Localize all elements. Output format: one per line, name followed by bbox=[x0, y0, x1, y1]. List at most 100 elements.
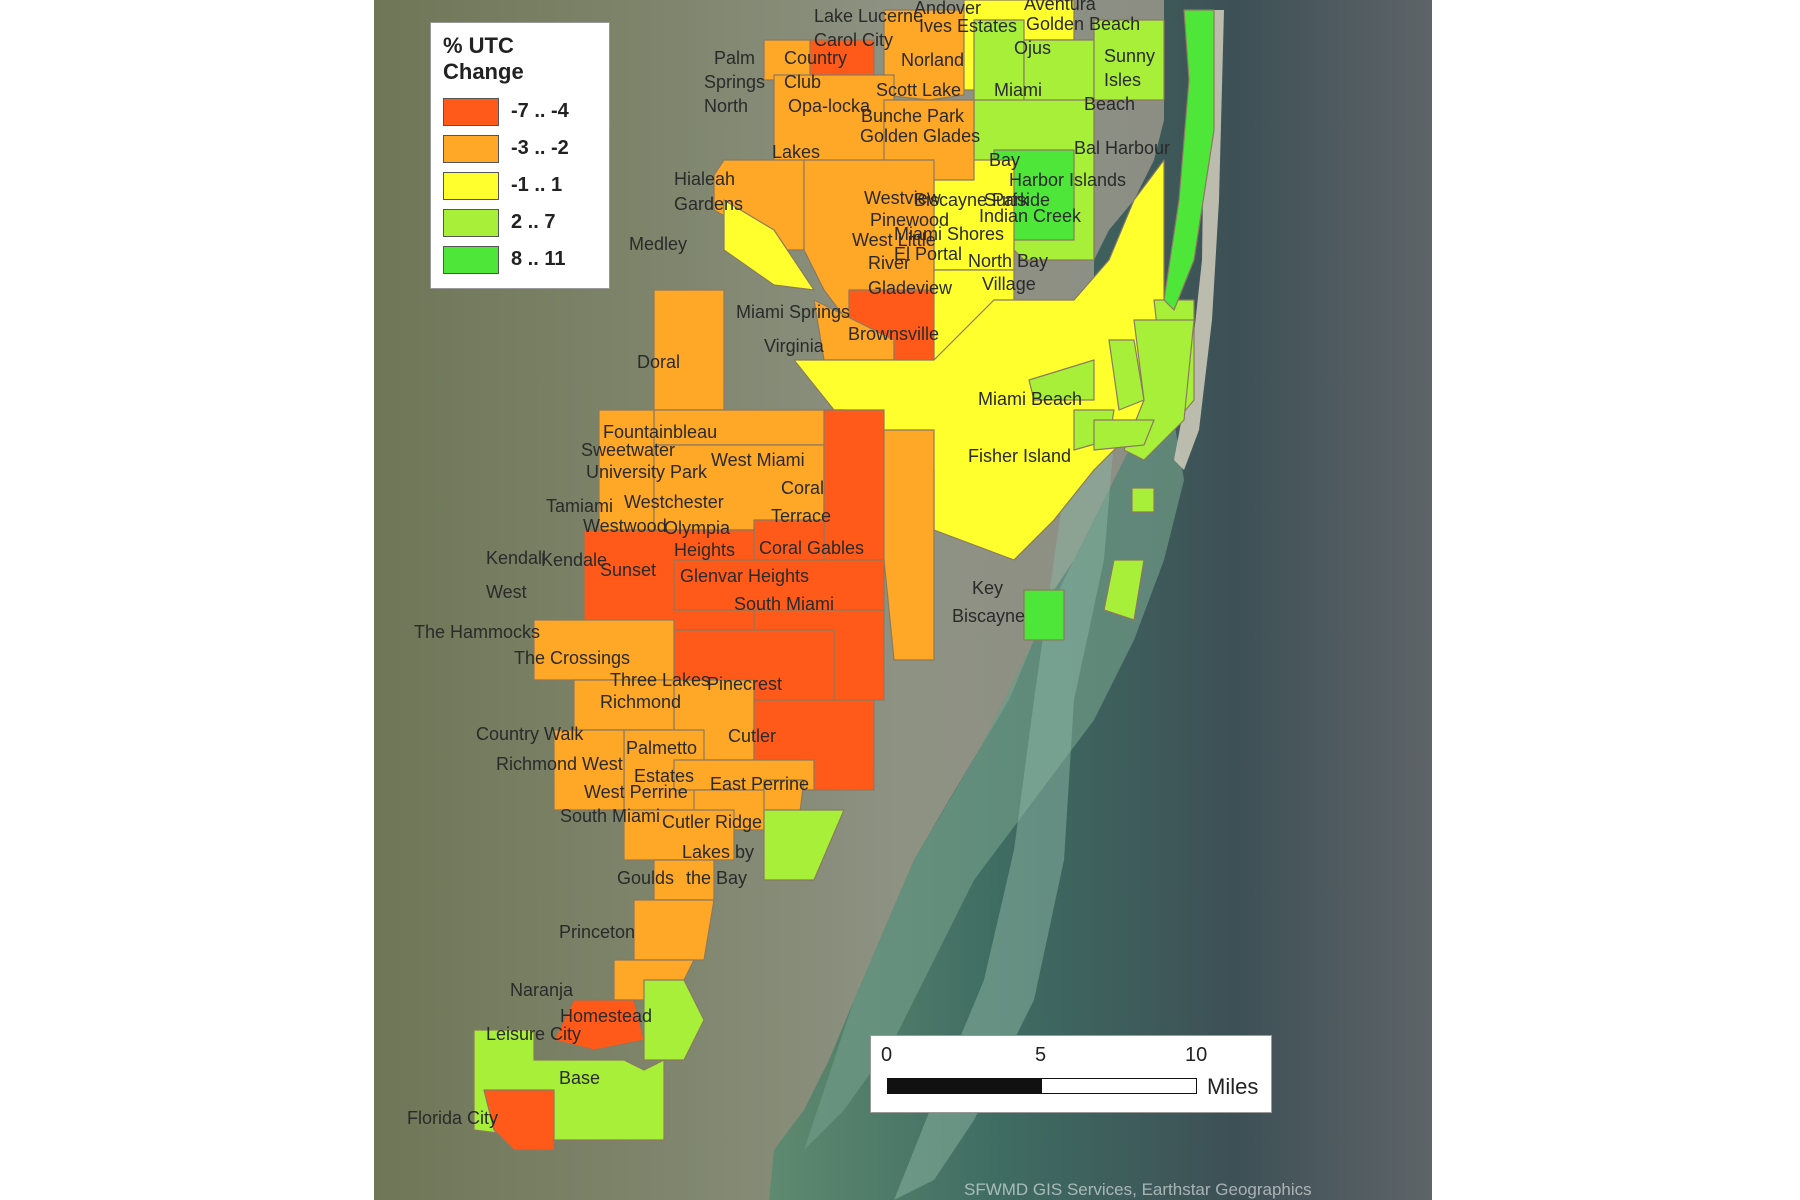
municipality-area bbox=[643, 979, 705, 1061]
place-label: Norland bbox=[901, 50, 964, 70]
place-label: University Park bbox=[586, 462, 708, 482]
place-label: North bbox=[704, 96, 748, 116]
place-label: Florida City bbox=[407, 1108, 498, 1128]
place-label: Surfside bbox=[984, 190, 1050, 210]
place-label: Pinecrest bbox=[707, 674, 782, 694]
legend-swatch bbox=[443, 171, 499, 200]
municipality-area bbox=[883, 429, 935, 661]
place-label: Biscayne bbox=[952, 606, 1025, 626]
legend-label: 8 .. 11 bbox=[511, 248, 566, 270]
legend-item: 8 .. 11 bbox=[443, 241, 597, 278]
place-label: Hialeah bbox=[674, 169, 735, 189]
place-label: Heights bbox=[674, 540, 735, 560]
legend-swatch bbox=[443, 97, 499, 126]
place-label: Virginia bbox=[764, 336, 825, 356]
legend-item: 2 .. 7 bbox=[443, 204, 597, 241]
scale-tick-label: 5 bbox=[1035, 1044, 1047, 1066]
legend-swatch bbox=[443, 245, 499, 274]
place-label: Leisure City bbox=[486, 1024, 581, 1044]
place-label: Scott Lake bbox=[876, 80, 961, 100]
place-label: Lakes bbox=[772, 142, 820, 162]
place-label: Lakes by bbox=[682, 842, 754, 862]
place-label: Terrace bbox=[771, 506, 831, 526]
map-frame: Lake Lucerne Andover Aventura Ives Estates G… bbox=[374, 0, 1432, 1200]
place-label: Bal Harbour bbox=[1074, 138, 1170, 158]
place-label: Harbor Islands bbox=[1009, 170, 1126, 190]
place-label: Gladeview bbox=[868, 278, 953, 298]
legend-label: -1 .. 1 bbox=[511, 174, 563, 196]
place-label: Richmond bbox=[600, 692, 681, 712]
place-label: Lake Lucerne bbox=[814, 6, 923, 26]
place-label: Olympia bbox=[664, 518, 731, 538]
place-label: Miami bbox=[994, 80, 1042, 100]
place-label: Cutler bbox=[728, 726, 776, 746]
place-label: Westview bbox=[864, 188, 942, 208]
municipality-area bbox=[623, 809, 735, 861]
place-label: Bay bbox=[989, 150, 1020, 170]
place-label: Tamiami bbox=[546, 496, 613, 516]
place-label: Goulds bbox=[617, 868, 674, 888]
place-label: Coral Gables bbox=[759, 538, 864, 558]
place-label: Three Lakes bbox=[610, 670, 710, 690]
municipality-area bbox=[1093, 19, 1165, 101]
legend-swatch bbox=[443, 134, 499, 163]
place-label: Palmetto bbox=[626, 738, 697, 758]
place-label: Palm bbox=[714, 48, 755, 68]
place-label: Kendale bbox=[541, 550, 607, 570]
place-label: Westwood bbox=[583, 516, 667, 536]
municipality-area bbox=[1103, 559, 1145, 621]
place-label: Club bbox=[784, 72, 821, 92]
municipality-area bbox=[653, 289, 725, 411]
place-label: Gardens bbox=[674, 194, 743, 214]
scale-bar-graphic bbox=[887, 1078, 1197, 1094]
place-label: Country Walk bbox=[476, 724, 584, 744]
place-label: Opa-locka bbox=[788, 96, 871, 116]
place-label: Miami Beach bbox=[978, 389, 1082, 409]
place-label: East Perrine bbox=[710, 774, 809, 794]
municipality-polygons bbox=[473, 0, 1215, 1151]
legend: % UTC Change -7 .. -4 -3 .. -2 -1 .. 1 2… bbox=[430, 22, 610, 289]
place-label: Bunche Park bbox=[861, 106, 965, 126]
place-label: Beach bbox=[1084, 94, 1135, 114]
place-label: Homestead bbox=[560, 1006, 652, 1026]
scale-units: Miles bbox=[1207, 1074, 1259, 1099]
place-label: Coral bbox=[781, 478, 824, 498]
place-label: Village bbox=[982, 274, 1036, 294]
legend-title: % UTC Change bbox=[443, 33, 524, 84]
place-label: Andover bbox=[914, 0, 981, 18]
municipality-area bbox=[1023, 589, 1065, 641]
place-label: Fisher Island bbox=[968, 446, 1071, 466]
place-label: North Bay bbox=[968, 251, 1048, 271]
place-label: Westchester bbox=[624, 492, 724, 512]
legend-item: -1 .. 1 bbox=[443, 167, 597, 204]
legend-item: -7 .. -4 bbox=[443, 93, 597, 130]
municipality-area bbox=[1028, 359, 1095, 401]
place-label: Princeton bbox=[559, 922, 635, 942]
place-label: Richmond West bbox=[496, 754, 623, 774]
place-label: Fountainbleau bbox=[603, 422, 717, 442]
place-label: Sunset bbox=[600, 560, 656, 580]
scale-tick-label: 0 bbox=[881, 1044, 893, 1066]
municipality-area bbox=[1163, 9, 1215, 311]
place-label: Key bbox=[972, 578, 1003, 598]
place-label: Pinewood bbox=[870, 210, 949, 230]
place-label: Miami Shores bbox=[894, 224, 1004, 244]
place-label: Medley bbox=[629, 234, 687, 254]
place-label: Doral bbox=[637, 352, 680, 372]
legend-label: -3 .. -2 bbox=[511, 137, 569, 159]
place-label: West Perrine bbox=[584, 782, 688, 802]
municipality-area bbox=[633, 899, 715, 961]
place-label: Sweetwater bbox=[581, 440, 675, 460]
place-label: Estates bbox=[634, 766, 694, 786]
municipality-area bbox=[763, 809, 845, 881]
place-label: South Miami bbox=[734, 594, 834, 614]
place-label: Base bbox=[559, 1068, 600, 1088]
place-label: Isles bbox=[1104, 70, 1141, 90]
place-label: River bbox=[868, 253, 910, 273]
scale-bar: 0 5 10 Miles bbox=[870, 1035, 1272, 1113]
place-label: Sunny bbox=[1104, 46, 1155, 66]
legend-label: 2 .. 7 bbox=[511, 211, 556, 233]
municipality-area bbox=[723, 199, 815, 291]
